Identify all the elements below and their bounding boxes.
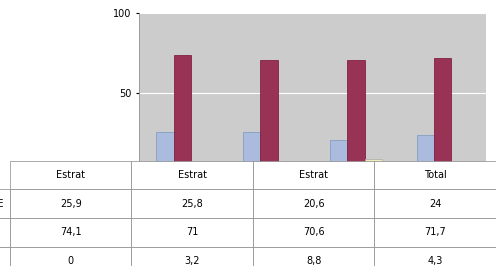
Bar — [243, 132, 260, 173]
Bar — [417, 135, 434, 173]
Bar — [278, 168, 295, 173]
Bar — [365, 159, 382, 173]
Bar — [174, 55, 191, 173]
Bar — [434, 59, 451, 173]
Bar — [330, 140, 347, 173]
Bar — [451, 166, 469, 173]
Bar — [347, 60, 365, 173]
Bar — [156, 132, 174, 173]
Bar — [260, 60, 278, 173]
